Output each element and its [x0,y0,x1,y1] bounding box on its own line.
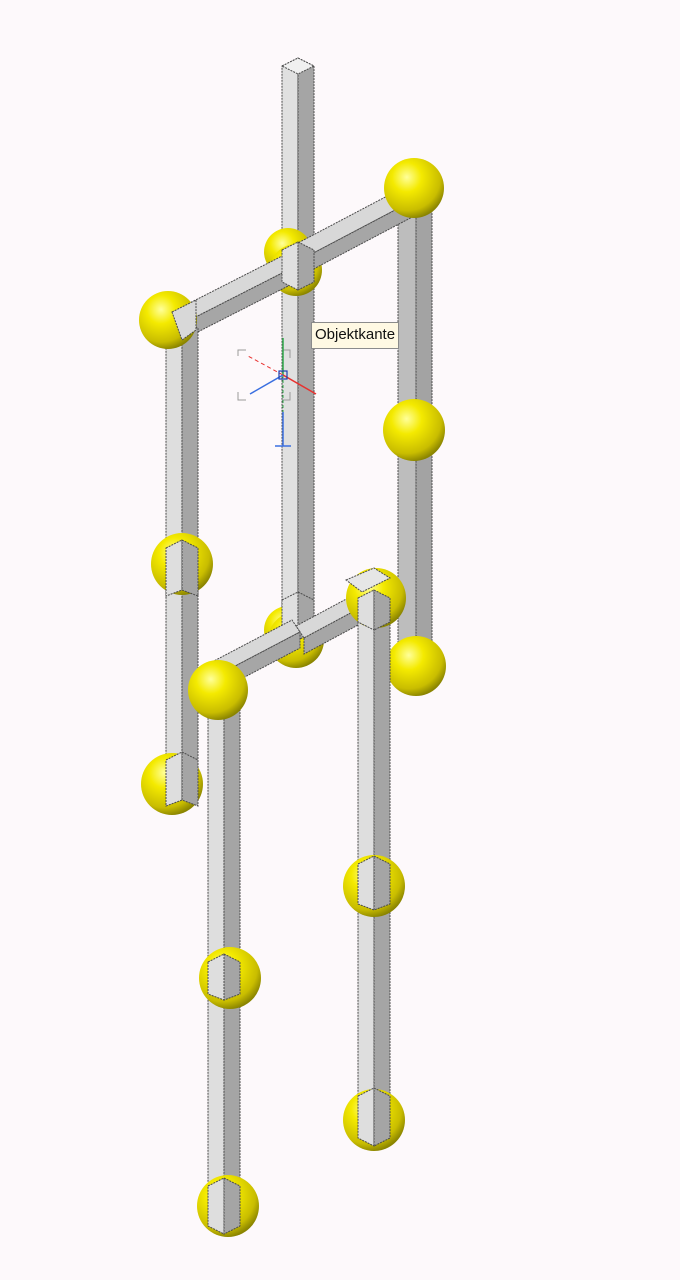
beam-front-right-leg-bottom [357,1087,375,1147]
beam-front-right-leg-overlap [357,855,375,911]
joint-sphere[interactable] [383,399,445,461]
joint-sphere[interactable] [384,158,444,218]
joint-sphere[interactable] [188,660,248,720]
beam-upper-front-end [171,299,197,341]
beam-front-center-leg-bottom [223,1177,241,1235]
beam-center-mast-overlap [281,241,299,291]
beam-front-left-post-bottom [181,751,199,807]
beam-front-right-leg-top [373,589,391,631]
beam-center-mast[interactable] [280,57,316,639]
beam-lower-rear-end [345,567,392,593]
joint-sphere[interactable] [386,636,446,696]
beam-front-left-post-overlap [181,539,199,597]
pick-box-icon [278,370,288,380]
beam-front-left-post-bottom [165,751,183,807]
beam-front-left-post-overlap [165,539,183,597]
beam-front-center-leg-bottom [207,1177,225,1235]
beam-center-mast-overlap [297,241,315,291]
beam-front-right-leg-bottom [373,1087,391,1147]
snap-tooltip: Objektkante [311,322,400,349]
beam-front-center-leg-overlap [207,953,225,1001]
ucs-axis-gizmo-icon [237,338,317,447]
beam-front-center-leg-overlap [223,953,241,1001]
beam-front-right-leg-overlap [373,855,391,911]
